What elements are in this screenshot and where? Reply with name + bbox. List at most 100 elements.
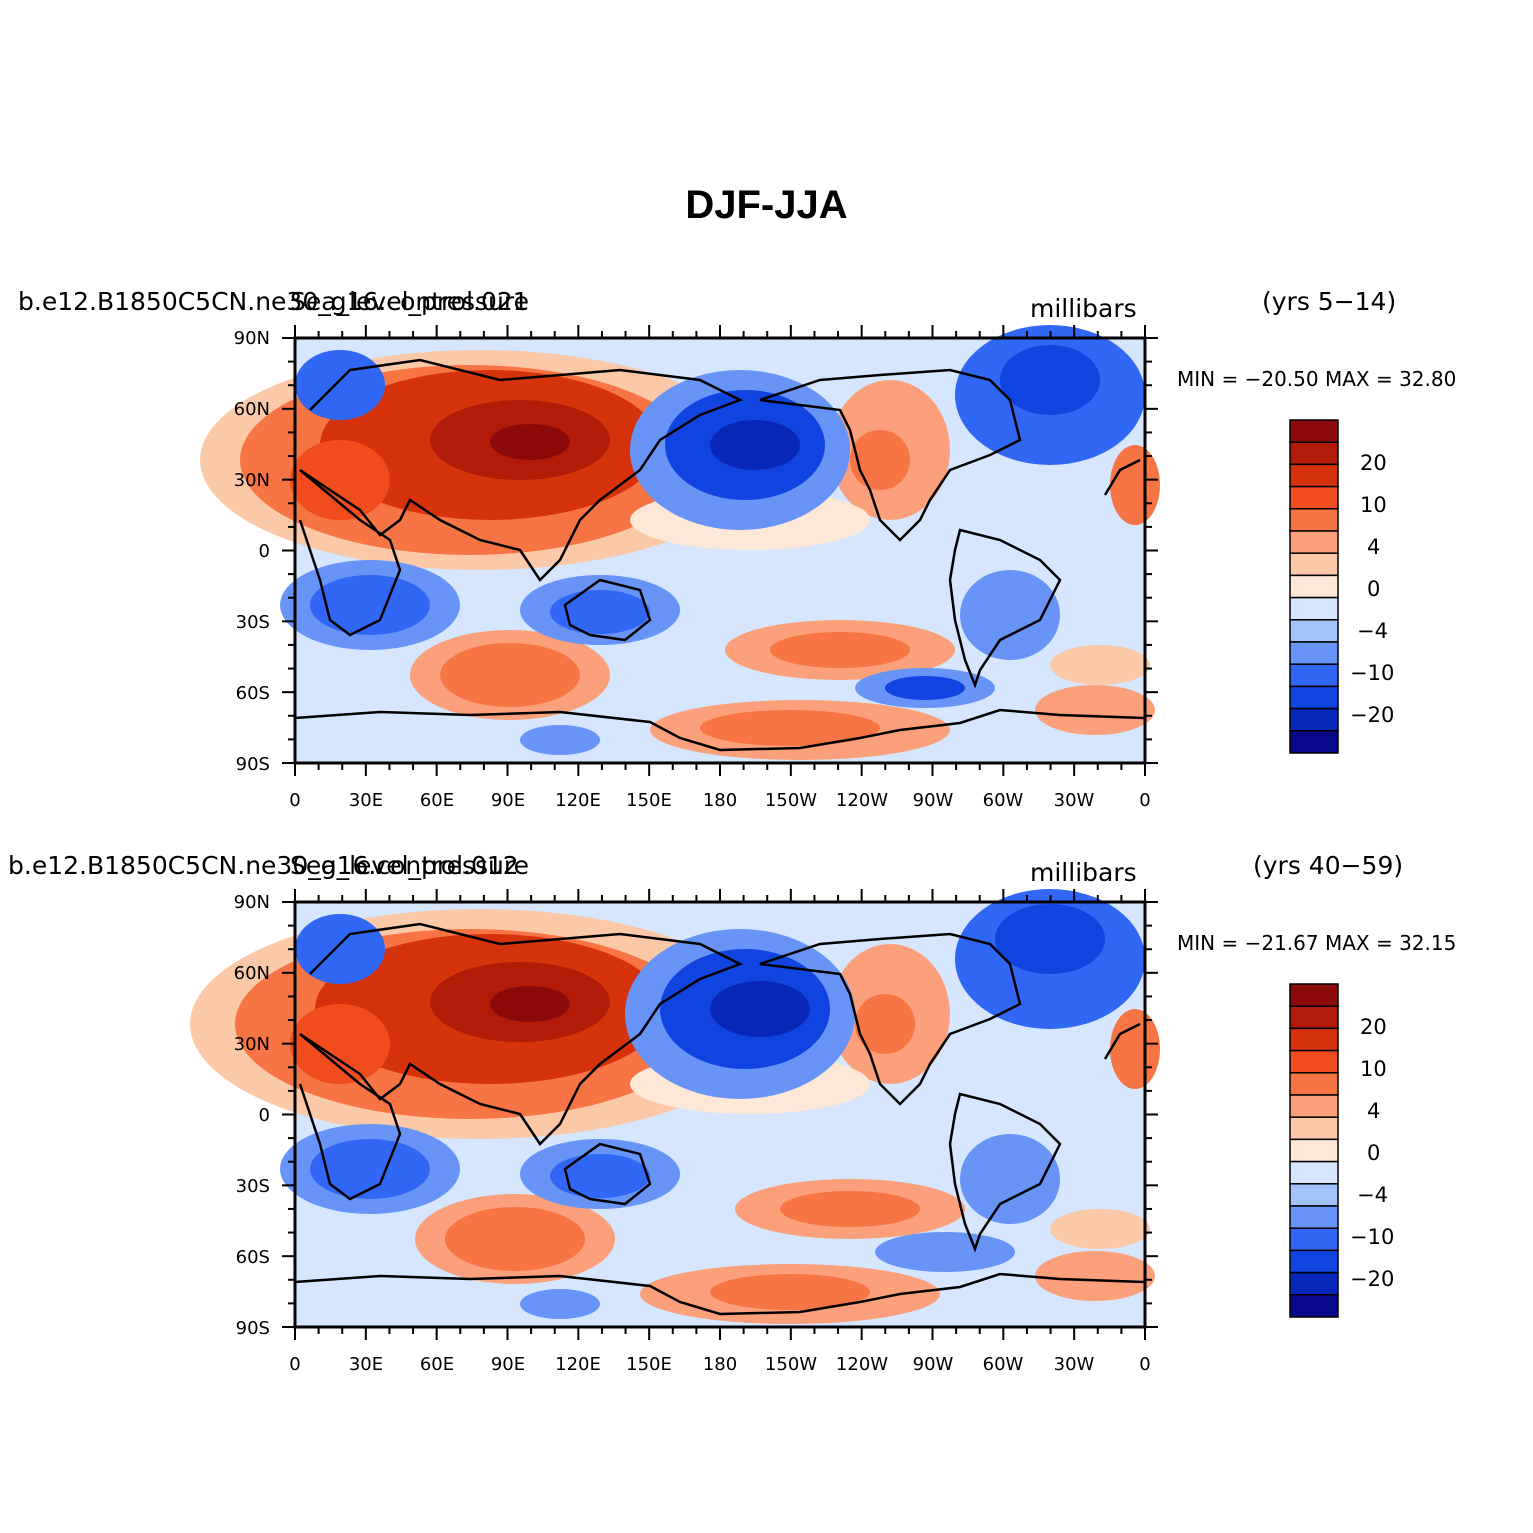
panel2-map: 90N 60N 30N 0 30S 60S 90S 0 30E 60E 90E … [190, 889, 1394, 1375]
panel1-lon-label: 180 [703, 790, 737, 811]
colorbar-box [1289, 1227, 1339, 1252]
panel1-map: 90N 60N 30N 0 30S 60S 90S 0 30E 60E 90E … [200, 325, 1394, 811]
panel2-colorbar: 20 10 4 0 −4 −10 −20 [1289, 983, 1394, 1318]
panel1-case-label: b.e12.B1850C5CN.ne30_g16.control.021 [18, 287, 529, 316]
panel1-lat-label: 60N [234, 399, 270, 420]
panel1-lon-label: 60E [420, 790, 454, 811]
colorbar-box [1289, 1049, 1339, 1074]
colorbar-box [1289, 983, 1339, 1007]
colorbar-box [1289, 596, 1339, 621]
panel1-lat-label: 90N [234, 328, 270, 349]
panel2-lon-label: 30E [349, 1354, 383, 1375]
panel2-lat-label: 30S [236, 1176, 270, 1197]
panel2-colorbar-label: −10 [1350, 1225, 1394, 1249]
panel2-colorbar-label: 0 [1367, 1141, 1380, 1165]
colorbar-box [1289, 1072, 1339, 1096]
panel2-lat-label: 0 [259, 1105, 270, 1126]
panel2-lon-labels: 0 30E 60E 90E 120E 150E 180 150W 120W 90… [289, 1354, 1150, 1375]
panel2-units-label: millibars [1030, 858, 1137, 887]
panel1-lon-label: 60W [983, 790, 1024, 811]
panel2-lon-label: 90E [491, 1354, 525, 1375]
panel1-min-max-label: MIN = −20.50 MAX = 32.80 [1177, 367, 1457, 391]
colorbar-box [1289, 485, 1339, 510]
panel2-lon-label: 30W [1054, 1354, 1095, 1375]
colorbar-box [1289, 419, 1339, 443]
colorbar-box [1289, 685, 1339, 710]
panel1-colorbar-label: 20 [1360, 451, 1387, 475]
panel2-lat-label: 30N [234, 1034, 270, 1055]
colorbar-box [1289, 619, 1339, 643]
panel1-variable-label: Sea_level_pressure [290, 287, 530, 316]
colorbar-box [1289, 1094, 1339, 1118]
panel2-colorbar-label: 20 [1360, 1015, 1387, 1039]
panel1-lon-label: 120W [836, 790, 888, 811]
panel1-colorbar: 20 10 4 0 −4 −10 −20 [1289, 419, 1394, 754]
panel1-colorbar-label: −20 [1350, 703, 1394, 727]
panel1-lat-label: 30S [236, 612, 270, 633]
panel2-lon-label: 90W [913, 1354, 954, 1375]
colorbar-box [1289, 1249, 1339, 1274]
panel2-lat-label: 60N [234, 963, 270, 984]
panel1-lon-label: 0 [1139, 790, 1150, 811]
colorbar-box [1289, 707, 1339, 732]
colorbar-box [1289, 1005, 1339, 1030]
panel2-lat-label: 90N [234, 892, 270, 913]
colorbar-box [1289, 1160, 1339, 1185]
panel1-colorbar-label: 10 [1360, 493, 1387, 517]
panel1-contour-field [200, 325, 1160, 763]
panel2-colorbar-boxes [1289, 983, 1339, 1318]
colorbar-box [1289, 574, 1339, 599]
panel2-lon-label: 180 [703, 1354, 737, 1375]
panel1-colorbar-boxes [1289, 419, 1339, 754]
panel1-years-label: (yrs 5−14) [1262, 287, 1397, 316]
colorbar-box [1289, 1294, 1339, 1318]
panel2-variable-label: Sea_level_pressure [290, 851, 530, 880]
panel1-lon-label: 120E [555, 790, 601, 811]
panel1-lon-label: 30W [1054, 790, 1095, 811]
panel2-lat-label: 90S [236, 1318, 270, 1339]
colorbar-box [1289, 730, 1339, 754]
panel1-colorbar-label: 4 [1367, 535, 1380, 559]
figure-title: DJF-JJA [685, 183, 848, 227]
panel2-lat-label: 60S [236, 1247, 270, 1268]
panel1-lat-label: 60S [236, 683, 270, 704]
panel1-lon-label: 90W [913, 790, 954, 811]
panel2-contour-field [190, 889, 1160, 1327]
panel1-lon-label: 90E [491, 790, 525, 811]
panel2-lon-label: 150E [626, 1354, 672, 1375]
colorbar-box [1289, 1138, 1339, 1163]
panel2-lon-label: 150W [765, 1354, 817, 1375]
colorbar-box [1289, 508, 1339, 532]
colorbar-box [1289, 1271, 1339, 1296]
panel1-lat-labels: 90N 60N 30N 0 30S 60S 90S [234, 328, 270, 775]
colorbar-box [1289, 552, 1339, 577]
panel1-lat-label: 30N [234, 470, 270, 491]
panel2-lon-label: 60E [420, 1354, 454, 1375]
panel2-colorbar-label: 10 [1360, 1057, 1387, 1081]
panel2-min-max-label: MIN = −21.67 MAX = 32.15 [1177, 931, 1457, 955]
colorbar-box [1289, 463, 1339, 488]
panel2-lon-label: 0 [1139, 1354, 1150, 1375]
panel1-lon-label: 150W [765, 790, 817, 811]
panel2-lon-label: 120E [555, 1354, 601, 1375]
panel2-lon-label: 120W [836, 1354, 888, 1375]
panel2-lon-label: 0 [289, 1354, 300, 1375]
colorbar-box [1289, 530, 1339, 554]
panel1-lon-label: 150E [626, 790, 672, 811]
panel1-colorbar-label: 0 [1367, 577, 1380, 601]
panel1-lon-label: 0 [289, 790, 300, 811]
colorbar-box [1289, 1183, 1339, 1207]
panel2-colorbar-label: −4 [1357, 1183, 1388, 1207]
panel1-lat-label: 0 [259, 541, 270, 562]
panel1-lon-label: 30E [349, 790, 383, 811]
panel2-lat-labels: 90N 60N 30N 0 30S 60S 90S [234, 892, 270, 1339]
colorbar-box [1289, 1205, 1339, 1229]
panel1-ticks [282, 325, 1158, 776]
panel1-lat-label: 90S [236, 754, 270, 775]
panel1-lon-labels: 0 30E 60E 90E 120E 150E 180 150W 120W 90… [289, 790, 1150, 811]
panel2-years-label: (yrs 40−59) [1253, 851, 1404, 880]
colorbar-box [1289, 441, 1339, 466]
colorbar-box [1289, 641, 1339, 665]
colorbar-box [1289, 1027, 1339, 1052]
colorbar-box [1289, 1116, 1339, 1141]
